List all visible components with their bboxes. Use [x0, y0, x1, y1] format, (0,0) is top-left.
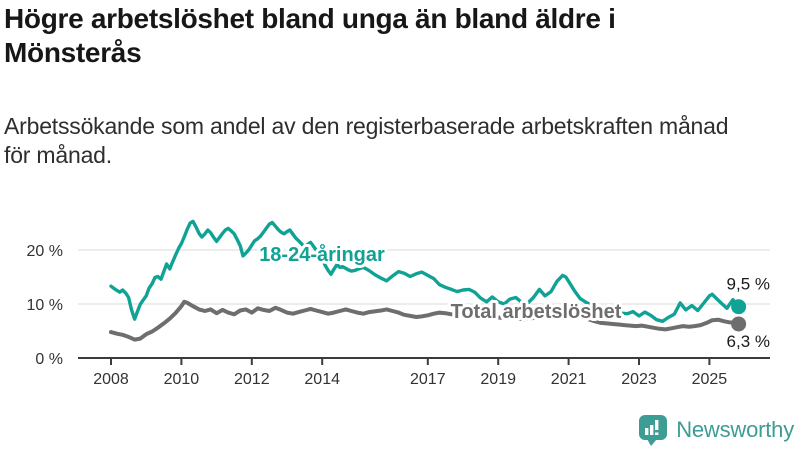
series-lines [109, 219, 741, 342]
series-label-youth: 18-24-åringar [259, 243, 385, 266]
x-tick-label: 2023 [621, 371, 657, 388]
series-end-dots [731, 299, 747, 332]
y-axis-labels: 0 % 10 % 20 % [27, 243, 63, 368]
brand-name: Newsworthy [676, 417, 794, 442]
y-tick-label: 20 % [27, 243, 63, 260]
end-value-labels: 9,5 % 6,3 % [727, 275, 770, 351]
x-tick-label: 2008 [93, 371, 129, 388]
x-tick-label: 2017 [410, 371, 446, 388]
series-line-youth [109, 219, 741, 323]
end-value-label-total: 6,3 % [727, 332, 770, 351]
x-tick-label: 2019 [480, 371, 516, 388]
series-label-total: Total arbetslöshet [451, 301, 622, 323]
end-value-label-youth: 9,5 % [727, 275, 770, 294]
end-dot-youth [731, 299, 747, 315]
series-line-total [109, 299, 741, 342]
y-tick-label: 0 % [35, 351, 63, 368]
x-tick-label: 2012 [234, 371, 270, 388]
x-tick-label: 2010 [164, 371, 200, 388]
x-tick-label: 2014 [304, 371, 340, 388]
gridlines [78, 249, 770, 305]
y-tick-label: 10 % [27, 297, 63, 314]
x-axis: 2008 2010 2012 2014 2017 2019 2021 2023 2025 [78, 357, 770, 388]
end-dot-total [731, 316, 747, 332]
bar-chart-speech-bubble-icon [639, 415, 668, 446]
x-tick-label: 2025 [692, 371, 728, 388]
x-tick-label: 2021 [551, 371, 587, 388]
series-labels: 18-24-åringar Total arbetslöshet [256, 240, 625, 326]
newsworthy-logo[interactable]: Newsworthy [637, 413, 794, 447]
chart-subtitle: Arbetssökande som andel av den registerb… [4, 113, 729, 169]
page-title: Högre arbetslöshet bland unga än bland ä… [4, 3, 616, 69]
